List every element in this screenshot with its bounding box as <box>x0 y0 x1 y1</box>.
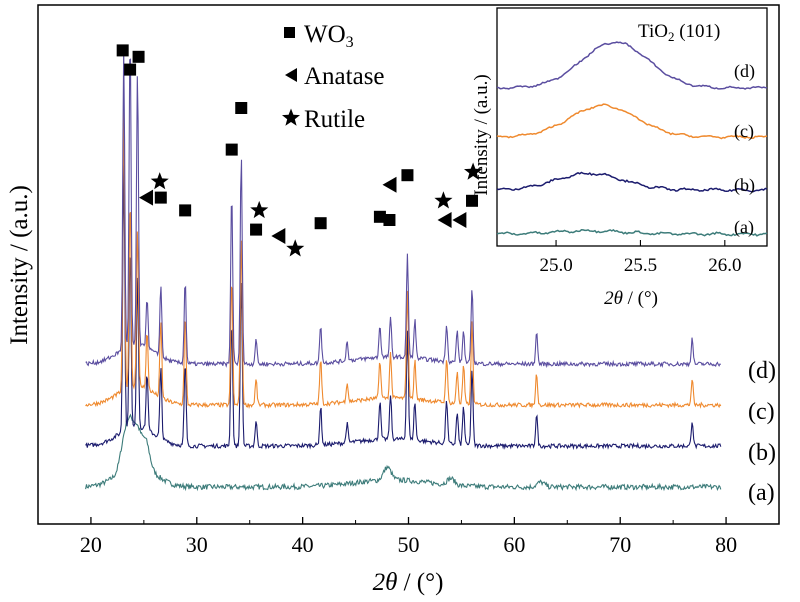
x-tick-label: 50 <box>398 532 420 557</box>
series-line-b <box>85 156 722 451</box>
main-y-axis-label: Intensity / (a.u.) <box>6 185 33 345</box>
inset-label-d: (d) <box>734 61 755 82</box>
curve-label-a: (a) <box>748 480 775 506</box>
x-tick-label: 60 <box>503 532 525 557</box>
legend-rutile-label: Rutile <box>304 106 365 133</box>
legend-rutile-marker <box>282 108 300 126</box>
anatase-marker <box>382 176 397 193</box>
inset-label-c: (c) <box>734 121 754 142</box>
rutile-marker <box>464 162 483 180</box>
wo3-marker <box>466 194 479 207</box>
legend-anatase-marker <box>285 68 297 82</box>
inset-label-a: (a) <box>734 217 754 238</box>
x-tick-label: 40 <box>292 532 314 557</box>
phase-markers <box>116 44 545 257</box>
main-x-axis-label: 2θ / (°) <box>373 569 444 596</box>
rutile-marker <box>434 191 453 209</box>
legend-wo3-label: WO3 <box>304 21 354 51</box>
curve-label-d: (d) <box>748 358 776 384</box>
inset-x-tick-label: 25.5 <box>624 255 657 276</box>
wo3-marker <box>401 169 414 182</box>
x-tick-label: 30 <box>186 532 208 557</box>
inset-curves <box>496 41 768 237</box>
legend-anatase-label: Anatase <box>304 63 385 90</box>
anatase-marker <box>452 212 467 228</box>
inset-y-axis-label: Intensity / (a.u.) <box>471 74 492 195</box>
wo3-marker <box>314 217 327 230</box>
wo3-marker <box>132 50 145 63</box>
anatase-marker <box>139 189 154 206</box>
rutile-marker <box>286 239 305 257</box>
inset-plot: 25.0 25.5 26.0 TiO2 (101) (d) (c) (b) (a) … <box>471 7 768 309</box>
wo3-marker <box>124 63 137 76</box>
wo3-marker <box>373 210 386 223</box>
inset-series-line-d <box>496 41 768 90</box>
wo3-marker <box>235 102 248 114</box>
curve-label-b: (b) <box>748 440 776 466</box>
legend: WO3 Anatase Rutile <box>282 21 385 133</box>
main-x-ticks: 20 30 40 50 60 70 80 <box>37 517 780 557</box>
x-tick-label: 70 <box>609 532 631 557</box>
wo3-marker <box>179 204 192 217</box>
inset-x-tick-label: 26.0 <box>708 255 741 276</box>
inset-x-ticks: 25.0 25.5 26.0 <box>539 240 741 276</box>
series-line-d <box>85 48 721 369</box>
rutile-marker <box>150 172 169 190</box>
anatase-marker <box>437 212 452 228</box>
x-tick-label: 20 <box>80 532 102 557</box>
curve-label-c: (c) <box>748 399 775 425</box>
series-line-a <box>85 413 722 492</box>
legend-wo3-marker <box>284 27 295 38</box>
inset-x-axis-label: 2θ / (°) <box>604 288 658 309</box>
inset-label-b: (b) <box>734 175 755 196</box>
wo3-marker <box>154 191 167 204</box>
inset-series-line-c <box>496 103 768 140</box>
wo3-marker <box>116 44 129 57</box>
inset-x-tick-label: 25.0 <box>539 255 572 276</box>
wo3-marker <box>250 223 263 236</box>
wo3-marker <box>383 214 396 226</box>
wo3-marker <box>225 143 238 156</box>
series-line-c <box>85 106 722 410</box>
inset-frame <box>496 7 768 247</box>
inset-series-line-b <box>496 171 768 193</box>
rutile-marker <box>250 200 269 219</box>
main-curves <box>85 48 722 492</box>
anatase-marker <box>271 228 286 244</box>
inset-series-line-a <box>496 228 768 237</box>
x-tick-label: 80 <box>715 532 737 557</box>
inset-title: TiO2 (101) <box>638 21 720 44</box>
